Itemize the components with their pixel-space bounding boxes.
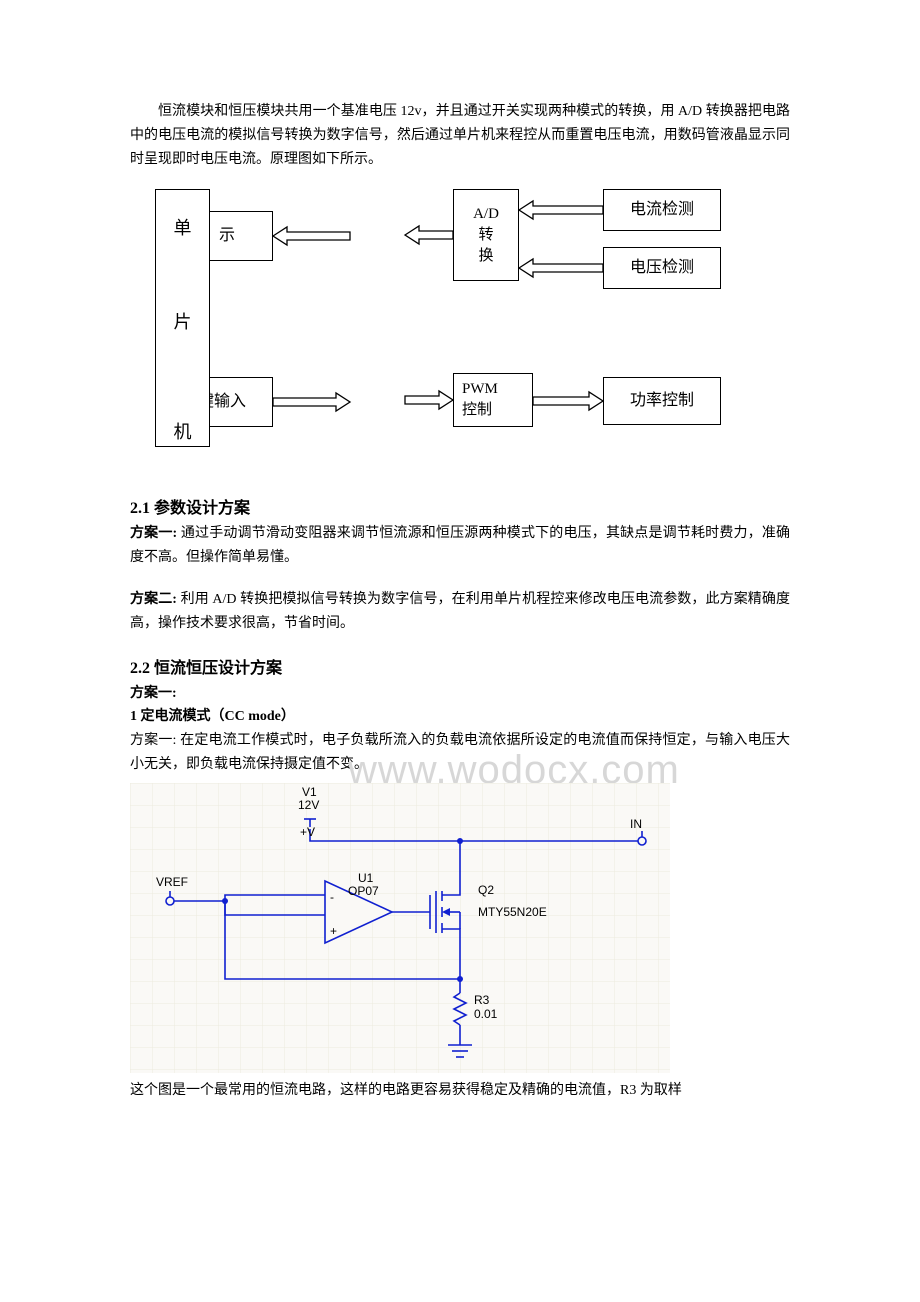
- tail-paragraph: 这个图是一个最常用的恒流电路，这样的电路更容易获得稳定及精确的电流值，R3 为取…: [130, 1079, 790, 1103]
- p22-text: 方案一: 在定电流工作模式时，电子负载所流入的负载电流依据所设定的电流值而保持恒…: [130, 729, 790, 777]
- label-q2: Q2: [478, 883, 494, 897]
- p21a-label: 方案一:: [130, 526, 177, 541]
- section-2-2-title: 2.2 恒流恒压设计方案: [130, 654, 790, 678]
- label-op07: OP07: [348, 884, 379, 898]
- label-12v: 12V: [298, 798, 319, 812]
- circuit-wiring: - +: [130, 783, 670, 1073]
- diagram-arrows: [155, 189, 765, 464]
- label-v1: V1: [302, 785, 317, 799]
- p22-label1: 方案一:: [130, 682, 790, 706]
- circuit-figure: - + V1 12V +V VREF U1 OP07 Q2 MTY55N20E …: [130, 783, 670, 1073]
- intro-paragraph: 恒流模块和恒压模块共用一个基准电压 12v，并且通过开关实现两种模式的转换，用 …: [130, 100, 790, 171]
- label-u1: U1: [358, 871, 373, 885]
- p22-label2: 1 定电流模式（CC mode）: [130, 705, 790, 729]
- label-in: IN: [630, 817, 642, 831]
- p21a: 方案一: 通过手动调节滑动变阻器来调节恒流源和恒压源两种模式下的电压，其缺点是调…: [130, 522, 790, 570]
- opamp-plus: +: [330, 924, 337, 938]
- p21a-text: 通过手动调节滑动变阻器来调节恒流源和恒压源两种模式下的电压，其缺点是调节耗时费力…: [130, 526, 790, 565]
- section-2-1-title: 2.1 参数设计方案: [130, 494, 790, 518]
- opamp-minus: -: [330, 890, 334, 904]
- p21b-text: 利用 A/D 转换把模拟信号转换为数字信号，在利用单片机程控来修改电压电流参数，…: [130, 592, 790, 631]
- label-mos: MTY55N20E: [478, 905, 547, 919]
- block-diagram: 显 示 按键输入 单 片 机 A/D 转 换 电流检测 电压检测 PWM 控制 …: [155, 189, 765, 464]
- label-vref: VREF: [156, 875, 188, 889]
- label-r3v: 0.01: [474, 1007, 497, 1021]
- label-r3: R3: [474, 993, 489, 1007]
- p21b: 方案二: 利用 A/D 转换把模拟信号转换为数字信号，在利用单片机程控来修改电压…: [130, 588, 790, 636]
- label-vplus: +V: [300, 825, 315, 839]
- p21b-label: 方案二:: [130, 592, 177, 607]
